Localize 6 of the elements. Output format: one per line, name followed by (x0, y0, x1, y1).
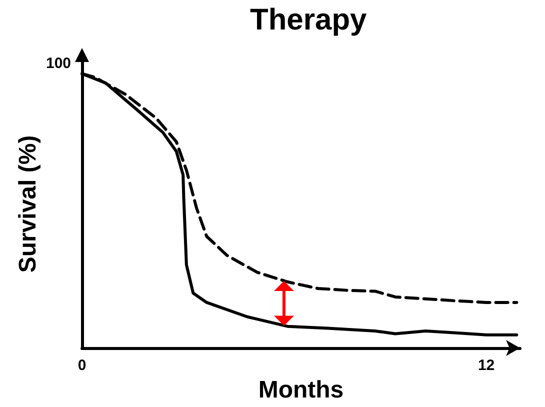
y-axis-title: Survival (%) (14, 135, 42, 273)
x-tick-label: 12 (478, 357, 495, 374)
x-axis-title: Months (258, 376, 344, 404)
chart-title: Therapy (250, 4, 368, 36)
x-tick-label: 0 (78, 357, 86, 374)
text: 100 (46, 55, 72, 72)
